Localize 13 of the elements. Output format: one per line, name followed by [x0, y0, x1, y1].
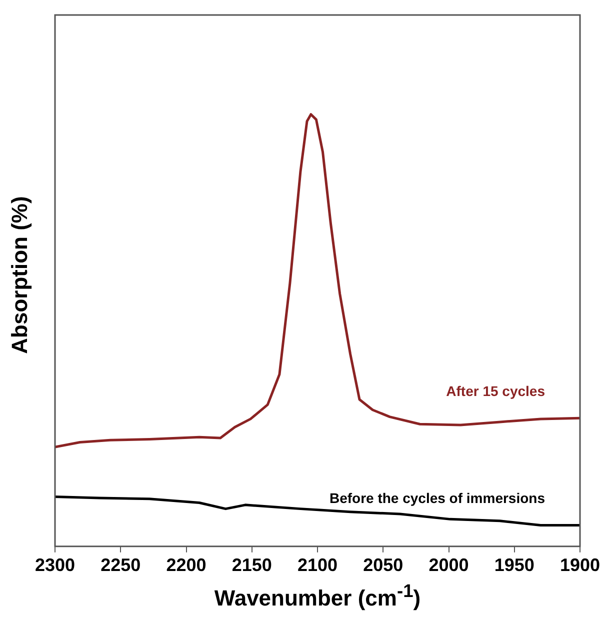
- x-tick-label: 1950: [494, 555, 534, 576]
- x-tick-label: 2000: [428, 555, 469, 576]
- x-tick-label: 2250: [100, 555, 141, 576]
- series-label: Before the cycles of immersions: [329, 490, 546, 506]
- y-axis-title: Absorption (%): [7, 195, 33, 356]
- x-tick-label: 2100: [297, 555, 338, 576]
- x-tick-label: 2050: [363, 555, 404, 576]
- x-tick-label: 2150: [232, 555, 272, 576]
- series-label: After 15 cycles: [446, 383, 546, 400]
- x-tick-label: 2300: [34, 555, 76, 576]
- x-tick-label: 1900: [560, 555, 600, 576]
- x-tick-label: 2200: [166, 555, 206, 576]
- x-axis-title: Wavenumber (cm$^{-1}$): [213, 580, 422, 612]
